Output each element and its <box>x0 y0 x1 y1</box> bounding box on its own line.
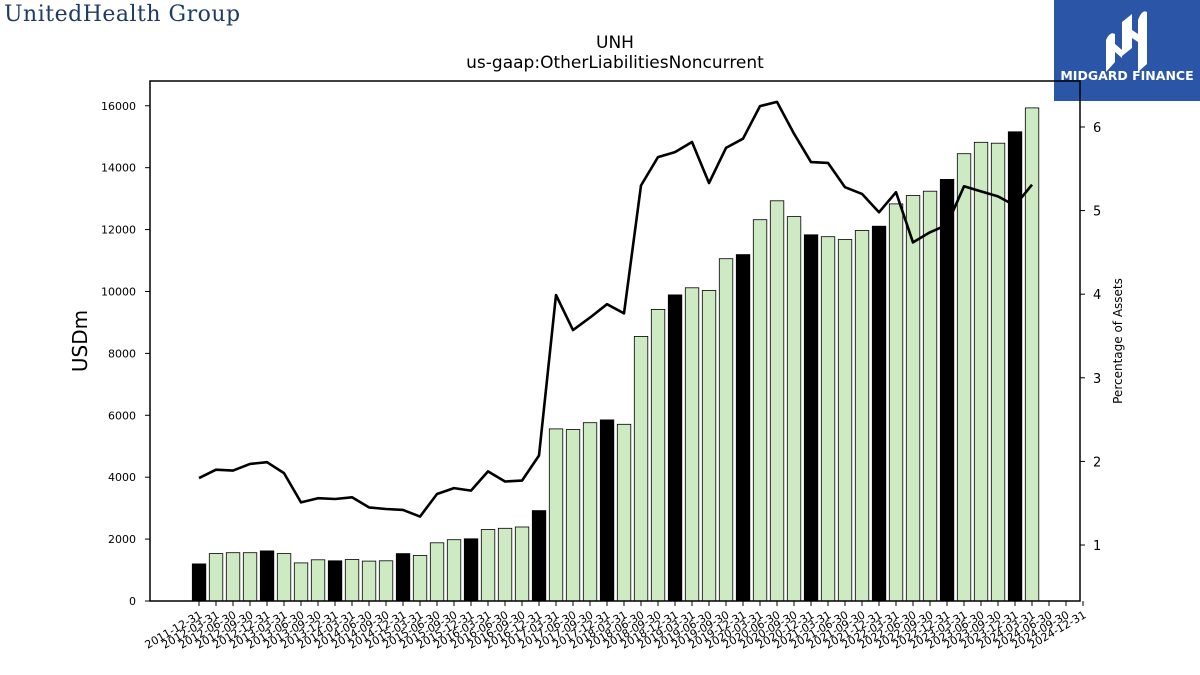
bar-2012-06-30 <box>225 552 241 602</box>
bar-2019-09-30 <box>718 258 734 602</box>
bar-2020-09-30 <box>786 216 802 602</box>
y-tick-label: 8000 <box>108 347 136 360</box>
brand-name: MIDGARD FINANCE <box>1060 68 1193 83</box>
y2-axis-label: Percentage of Assets <box>1111 278 1125 404</box>
bar-2012-12-31 <box>259 550 275 602</box>
y2-tick-label: 1 <box>1093 539 1101 554</box>
plot-frame <box>149 80 1081 602</box>
bar-2017-09-30 <box>582 422 598 602</box>
axes-layer: 0 2000 4000 6000 8000 10000 12000 14000 16000 1 2 3… <box>101 80 1101 652</box>
bar-2021-12-31 <box>871 225 887 602</box>
y2-tick-label: 2 <box>1093 455 1101 470</box>
bar-2022-12-31 <box>939 178 955 602</box>
chart-subtitle: us-gaap:OtherLiabilitiesNoncurrent <box>466 53 764 73</box>
brand-badge: MIDGARD FINANCE <box>1054 0 1200 101</box>
y2-tick-label: 3 <box>1093 372 1101 387</box>
bar-2011-12-31 <box>191 563 207 602</box>
y-tick-label: 10000 <box>101 285 136 298</box>
bar-2021-09-30 <box>854 230 870 602</box>
bar-2019-12-31 <box>735 254 751 602</box>
bar-2017-12-31 <box>599 419 615 602</box>
bar-2022-06-30 <box>905 195 921 602</box>
bar-2019-06-30 <box>701 290 717 602</box>
bar-2016-12-31 <box>531 510 547 602</box>
bar-2020-06-30 <box>769 200 785 602</box>
bar-2013-12-31 <box>327 560 343 602</box>
bar-2013-03-31 <box>276 553 292 602</box>
y-axis-label: USDm <box>68 310 92 372</box>
y-tick-label: 0 <box>129 595 136 608</box>
bar-2014-12-31 <box>395 553 411 602</box>
y-tick-label: 2000 <box>108 533 136 546</box>
bar-2022-03-31 <box>888 203 904 602</box>
company-logo: UnitedHealth Group <box>4 2 241 27</box>
line-layer <box>198 100 1034 518</box>
bar-2018-09-30 <box>650 308 666 602</box>
bar-2012-09-30 <box>242 552 258 602</box>
bar-2021-06-30 <box>837 239 853 602</box>
bar-2020-03-31 <box>752 219 768 602</box>
bar-2023-03-31 <box>956 153 972 602</box>
percentage-of-assets-line <box>198 100 1034 518</box>
midgard-logo-icon <box>1106 11 1147 72</box>
bar-2017-03-31 <box>548 428 564 602</box>
bar-2016-03-31 <box>480 529 496 602</box>
y2-tick-label: 6 <box>1093 121 1101 136</box>
bar-2018-12-31 <box>667 294 683 602</box>
bar-2012-03-31 <box>208 553 224 602</box>
y-tick-label: 12000 <box>101 224 136 237</box>
bar-2015-03-31 <box>412 555 428 602</box>
bar-2016-06-30 <box>497 527 513 602</box>
bar-2015-12-31 <box>463 538 479 602</box>
bar-2017-06-30 <box>565 429 581 602</box>
bar-2019-03-31 <box>684 287 700 602</box>
bar-2018-03-31 <box>616 423 632 602</box>
bar-2013-09-30 <box>310 559 326 602</box>
bar-2016-09-30 <box>514 526 530 602</box>
bar-2013-06-30 <box>293 562 309 602</box>
bars-layer <box>191 107 1040 602</box>
bar-2023-06-30 <box>973 141 989 602</box>
y-tick-label: 4000 <box>108 471 136 484</box>
chart-title: UNH <box>596 33 634 53</box>
y2-tick-label: 5 <box>1093 205 1101 220</box>
y2-tick-label: 4 <box>1093 288 1101 303</box>
bar-2018-06-30 <box>633 335 649 602</box>
y-tick-label: 6000 <box>108 409 136 422</box>
y-tick-label: 16000 <box>101 100 136 113</box>
bar-2014-09-30 <box>378 560 394 602</box>
bar-2021-03-31 <box>820 236 836 602</box>
bar-2023-09-30 <box>990 142 1006 602</box>
bar-2022-09-30 <box>922 190 938 602</box>
bar-2014-03-31 <box>344 559 360 602</box>
bar-2024-03-31 <box>1024 107 1040 602</box>
bar-2014-06-30 <box>361 560 377 602</box>
y-tick-label: 14000 <box>101 162 136 175</box>
bar-2015-06-30 <box>429 542 445 602</box>
bar-2020-12-31 <box>803 234 819 602</box>
bar-2015-09-30 <box>446 539 462 602</box>
